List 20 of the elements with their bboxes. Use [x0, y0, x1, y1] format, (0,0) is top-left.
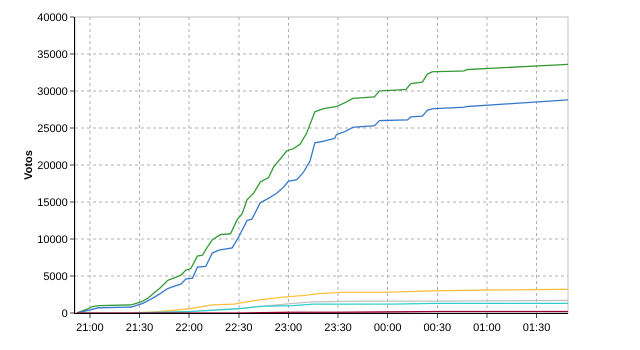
y-tick-label: 25000 [37, 122, 68, 135]
y-tick-label: 35000 [37, 48, 68, 61]
y-tick-label: 0 [62, 308, 68, 320]
y-tick-label: 5000 [43, 270, 68, 283]
x-tick-label: 01:00 [473, 322, 501, 334]
y-tick-label: 30000 [37, 86, 68, 98]
y-axis-title: Votos [23, 150, 36, 180]
x-tick-label: 23:30 [324, 322, 352, 334]
x-tick-label: 01:30 [522, 322, 550, 334]
y-tick-label: 20000 [37, 160, 68, 172]
x-tick-label: 21:30 [126, 322, 154, 334]
x-tick-label: 22:30 [225, 322, 253, 334]
x-tick-label: 00:00 [374, 322, 402, 334]
x-tick-label: 21:00 [76, 322, 104, 334]
y-tick-label: 15000 [37, 196, 68, 209]
y-tick-label: 10000 [37, 234, 68, 246]
y-tick-label: 40000 [37, 12, 68, 24]
x-tick-label: 22:00 [175, 322, 203, 334]
x-tick-label: 23:00 [274, 322, 302, 334]
x-tick-label: 00:30 [424, 322, 452, 334]
